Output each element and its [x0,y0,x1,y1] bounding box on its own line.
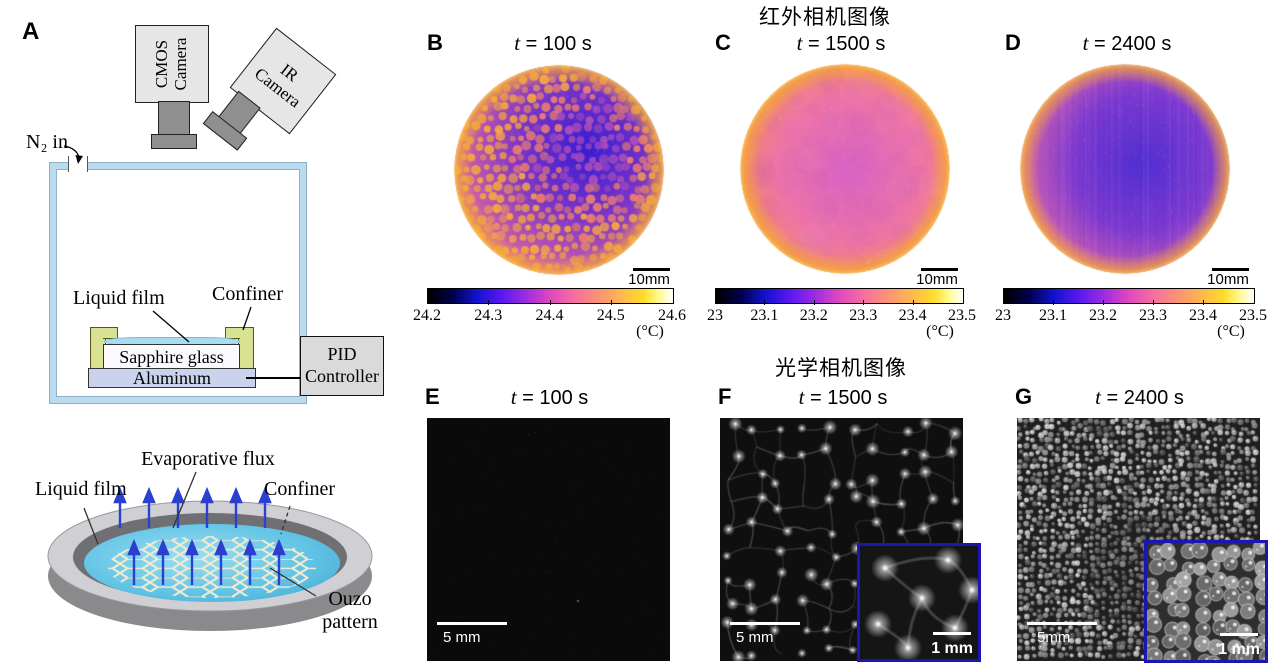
scalebar-label-c: 10mm [916,271,958,288]
scalebar-label-f: 5 mm [736,629,774,646]
confiner-label: Confiner [212,283,284,305]
panel-label-g: G [1015,384,1033,409]
aluminum-label: Aluminum [132,367,211,388]
panel-a-leader-lines [63,145,300,379]
time-variable: t [798,385,805,409]
ir-image-c [739,63,951,275]
sapphire-glass-label: Sapphire glass [119,346,224,367]
time-value: = 1500 s [802,33,886,55]
panel-b-time: t = 100 s [447,31,659,56]
time-variable: t [796,31,803,55]
optical-image-e [427,418,670,661]
inset-scalebar-label-g: 1 mm [1218,641,1260,658]
time-variable: t [510,385,517,409]
inset-scalebar-label-f: 1 mm [931,640,973,657]
inset-image-f [860,546,978,659]
colorbar-unit-b: (°C) [636,323,664,340]
ir-section-title: 红外相机图像 [759,6,891,29]
ir-image-b [453,64,665,276]
scalebar-line-b [633,268,670,271]
scalebar-label-e: 5 mm [443,629,481,646]
ir-image-d [1019,63,1231,275]
inset-g: 1 mm [1144,540,1268,663]
inset-image-g [1147,543,1265,660]
scalebar-line-d [1212,268,1249,271]
aluminum-box: Aluminum [88,368,256,388]
time-value: = 100 s [520,33,592,55]
panel-g-time: t = 2400 s [1037,385,1242,410]
schematic-confiner-label: Confiner [264,478,336,500]
time-value: = 1500 s [804,387,888,409]
time-variable: t [1082,31,1089,55]
panel-label-f: F [718,384,732,409]
scalebar-line-c [921,268,958,271]
time-variable: t [1095,385,1101,409]
schematic-leader-lines [83,471,317,597]
scalebar-label-g: 5mm [1037,629,1071,646]
ouzo-schematic [47,471,373,631]
liquid-film-label: Liquid film [73,287,165,309]
optical-image-e-panel: 5 mm [427,418,670,661]
evaporative-flux-arrows [113,486,286,585]
scalebar-label-d: 10mm [1207,271,1249,288]
colorbar-ticks-b: 24.2 24.3 24.4 24.5 24.6 [413,300,686,327]
inset-scalebar-line-g [1220,633,1258,636]
panel-e-time: t = 100 s [447,385,652,410]
optical-section-title: 光学相机图像 [775,357,907,380]
colorbar-ticks-d: 23 23.1 23.2 23.3 23.4 23.5 [995,300,1267,327]
time-variable: t [514,31,521,55]
panel-label-d: D [1005,30,1021,55]
scalebar-line-g [1027,622,1097,625]
chamber [50,163,306,403]
time-value: = 2400 s [1101,387,1184,409]
n2-in-label: N₂ in [26,131,68,153]
panel-label-a: A [22,18,40,45]
panel-label-b: B [427,30,443,55]
pid-controller-box: PID Controller [300,336,384,396]
schematic-liquid-film-label: Liquid film [35,478,127,500]
colorbar-unit-d: (°C) [1217,323,1245,340]
inset-f: 1 mm [857,543,981,662]
panel-label-e: E [425,384,440,409]
optical-image-f-panel: 5 mm 1 mm [720,418,981,662]
panel-c-time: t = 1500 s [735,31,947,56]
pid-controller-label: PID Controller [305,344,379,386]
scalebar-line-f [730,622,800,625]
colorbar-ticks-c: 23 23.1 23.2 23.3 23.4 23.5 [707,300,976,327]
cmos-camera-lens-cap [151,134,197,149]
evaporative-flux-label: Evaporative flux [141,448,275,470]
inset-scalebar-line-f [933,632,971,635]
colorbar-d [1003,288,1255,304]
panel-label-c: C [715,30,731,55]
time-value: = 100 s [516,387,589,409]
colorbar-unit-c: (°C) [926,323,954,340]
scalebar-label-b: 10mm [628,271,670,288]
scalebar-line-e [437,622,507,625]
colorbar-b [427,288,674,304]
colorbar-c [715,288,964,304]
optical-image-g-panel: 5mm 1 mm [1017,418,1268,663]
time-value: = 2400 s [1088,33,1172,55]
ouzo-pattern-label: Ouzo pattern [322,588,378,633]
panel-f-time: t = 1500 s [738,385,948,410]
panel-d-time: t = 2400 s [1027,31,1227,56]
